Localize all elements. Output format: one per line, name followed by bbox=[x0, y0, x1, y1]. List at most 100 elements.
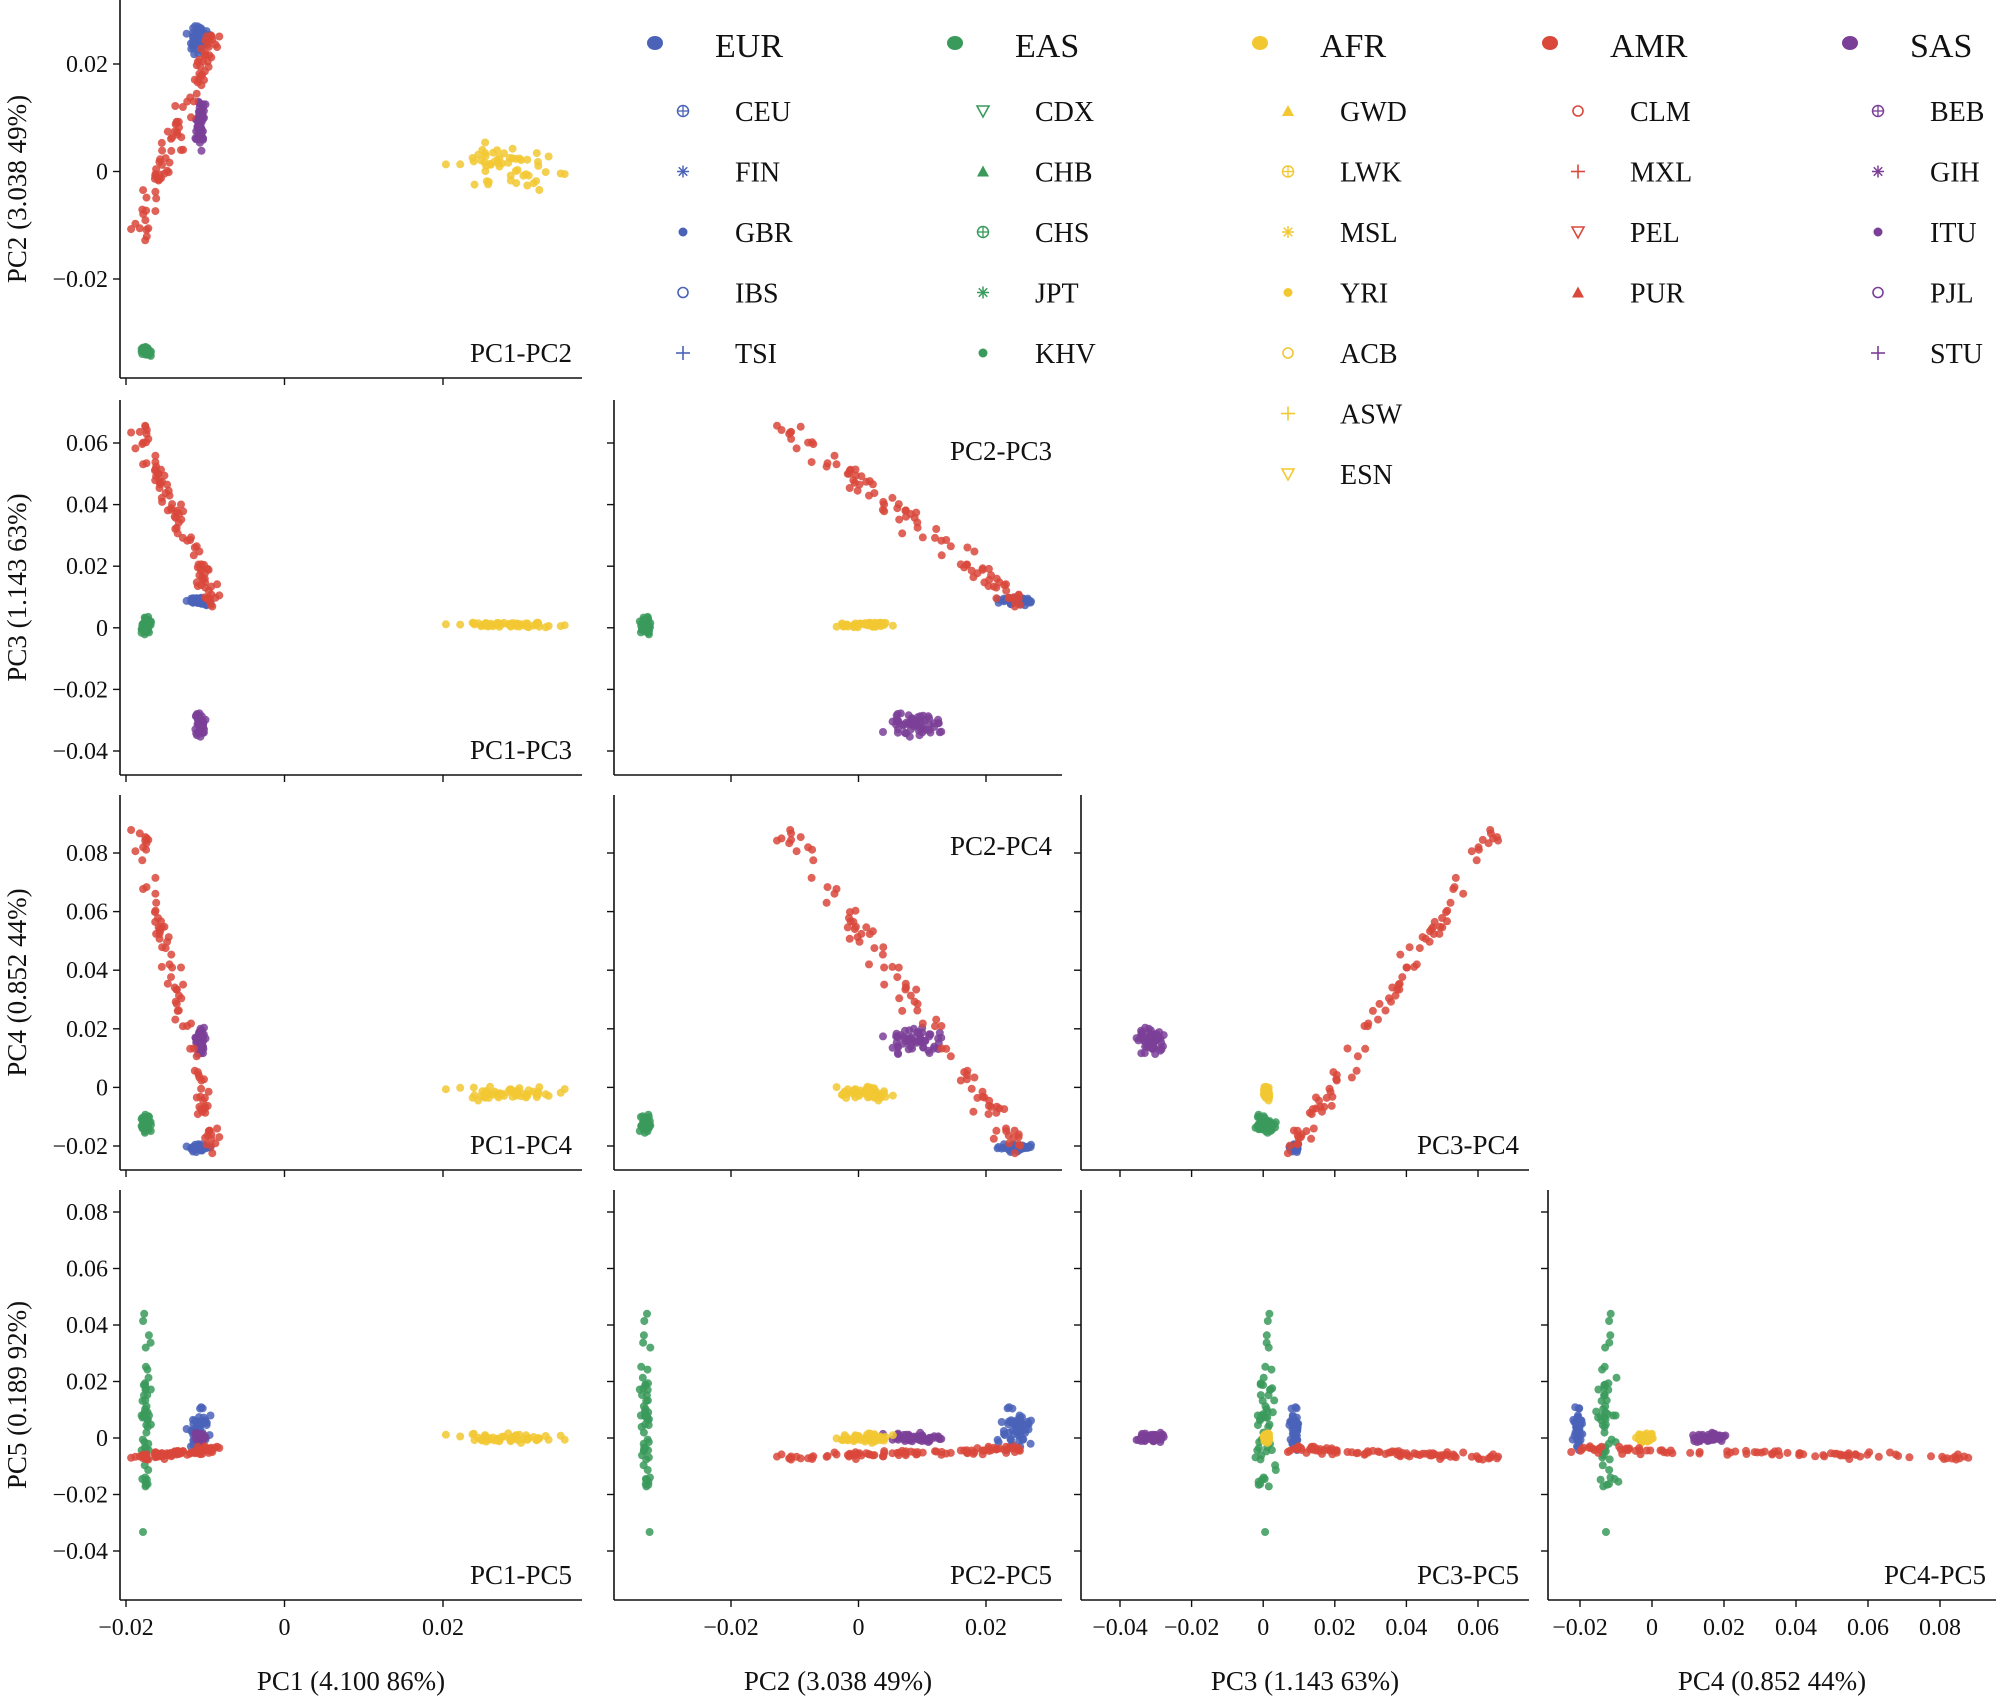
point-sas bbox=[899, 720, 908, 729]
point-amr bbox=[201, 593, 210, 602]
point-afr bbox=[832, 622, 841, 631]
point-eas bbox=[1601, 1402, 1610, 1411]
point-afr bbox=[456, 160, 465, 169]
point-eas bbox=[643, 1365, 652, 1374]
point-eas bbox=[1259, 1373, 1268, 1382]
points bbox=[635, 1309, 1035, 1536]
point-sas bbox=[913, 721, 922, 730]
panel-pc2-pc4: PC2-PC4 bbox=[607, 795, 1062, 1177]
point-amr bbox=[207, 1134, 216, 1143]
point-afr bbox=[876, 620, 885, 629]
point-afr bbox=[481, 138, 490, 147]
panel-pc2-pc5: −0.02 0 0.02 PC2-PC5 PC2 (3.038 49%) bbox=[607, 1190, 1062, 1696]
point-amr bbox=[1361, 1044, 1370, 1053]
point-eur bbox=[1021, 1425, 1030, 1434]
point-afr bbox=[544, 152, 553, 161]
x-tick-label: −0.04 bbox=[1092, 1615, 1148, 1641]
point-eas bbox=[1598, 1461, 1607, 1470]
x-tick-label: 0.04 bbox=[1775, 1615, 1817, 1641]
points bbox=[127, 22, 569, 360]
point-afr bbox=[456, 620, 465, 629]
point-amr bbox=[152, 194, 161, 203]
legend-pop-label: STU bbox=[1930, 339, 1983, 370]
point-amr bbox=[1436, 922, 1445, 931]
point-eas bbox=[1256, 1391, 1265, 1400]
point-amr bbox=[1442, 908, 1451, 917]
point-amr bbox=[1567, 1448, 1576, 1456]
point-afr bbox=[441, 620, 450, 629]
x-tick-label: −0.02 bbox=[98, 1615, 154, 1641]
point-amr bbox=[878, 950, 887, 959]
point-amr bbox=[967, 566, 976, 575]
point-amr bbox=[1836, 1451, 1845, 1460]
point-eur bbox=[1288, 1413, 1297, 1422]
point-amr bbox=[192, 1093, 201, 1102]
legend-pop-label: CLM bbox=[1630, 97, 1691, 128]
point-amr bbox=[151, 476, 160, 485]
legend-pop-label: MSL bbox=[1340, 218, 1398, 249]
point-eas bbox=[146, 1385, 155, 1394]
point-amr bbox=[967, 1446, 976, 1455]
point-sas bbox=[194, 1029, 203, 1038]
point-amr bbox=[773, 836, 781, 845]
point-eas bbox=[1603, 1410, 1612, 1419]
point-amr bbox=[1402, 963, 1411, 972]
point-eur bbox=[195, 1143, 203, 1152]
point-eas bbox=[146, 1127, 155, 1135]
point-afr bbox=[506, 1087, 515, 1096]
point-amr bbox=[853, 486, 862, 495]
point-eas bbox=[1612, 1373, 1621, 1382]
legend-marker-circle-open bbox=[1282, 347, 1294, 359]
legend-pop-label: TSI bbox=[735, 339, 777, 370]
legend-pop-label: FIN bbox=[735, 158, 780, 189]
point-eas bbox=[646, 1343, 655, 1352]
point-amr bbox=[1293, 1140, 1302, 1149]
points bbox=[635, 826, 1035, 1158]
point-amr bbox=[1695, 1448, 1704, 1456]
point-amr bbox=[807, 873, 816, 882]
point-amr bbox=[171, 102, 180, 110]
point-eas bbox=[1606, 1331, 1615, 1340]
point-afr bbox=[512, 179, 521, 188]
point-amr bbox=[207, 31, 215, 40]
point-amr bbox=[163, 1451, 172, 1460]
point-amr bbox=[152, 462, 161, 471]
point-amr bbox=[1430, 1450, 1439, 1459]
point-eas bbox=[637, 1362, 646, 1371]
point-amr bbox=[1799, 1450, 1808, 1459]
point-amr bbox=[946, 1448, 955, 1457]
legend-marker-circle-open bbox=[677, 286, 689, 299]
point-amr bbox=[152, 929, 161, 938]
point-amr bbox=[1332, 1075, 1341, 1084]
point-amr bbox=[215, 32, 224, 41]
point-amr bbox=[1874, 1452, 1883, 1461]
point-amr bbox=[1002, 1127, 1011, 1136]
legend-marker-circle-plus bbox=[1281, 165, 1295, 178]
point-amr bbox=[792, 444, 801, 453]
y-tick-label: −0.02 bbox=[52, 677, 108, 703]
legend-pop-label: CHS bbox=[1035, 218, 1089, 249]
point-afr bbox=[484, 177, 493, 186]
point-amr bbox=[1494, 836, 1503, 845]
point-amr bbox=[1418, 933, 1427, 942]
point-afr bbox=[523, 1434, 532, 1443]
point-amr bbox=[1863, 1450, 1872, 1459]
point-amr bbox=[197, 1446, 206, 1455]
point-amr bbox=[880, 500, 889, 509]
point-amr bbox=[197, 566, 206, 575]
point-amr bbox=[992, 1102, 1001, 1111]
point-amr bbox=[773, 1452, 781, 1461]
point-amr bbox=[189, 1044, 198, 1053]
point-amr bbox=[207, 1141, 215, 1150]
point-sas bbox=[1152, 1029, 1161, 1038]
point-amr bbox=[1352, 1066, 1361, 1075]
point-amr bbox=[862, 477, 871, 486]
point-sas bbox=[902, 1034, 911, 1042]
point-eas bbox=[1600, 1428, 1609, 1437]
point-eas bbox=[1261, 1528, 1270, 1536]
point-amr bbox=[992, 1108, 1001, 1117]
point-eas bbox=[146, 1121, 155, 1129]
point-amr bbox=[151, 873, 160, 882]
point-amr bbox=[1446, 898, 1455, 907]
point-sas bbox=[1141, 1042, 1150, 1051]
